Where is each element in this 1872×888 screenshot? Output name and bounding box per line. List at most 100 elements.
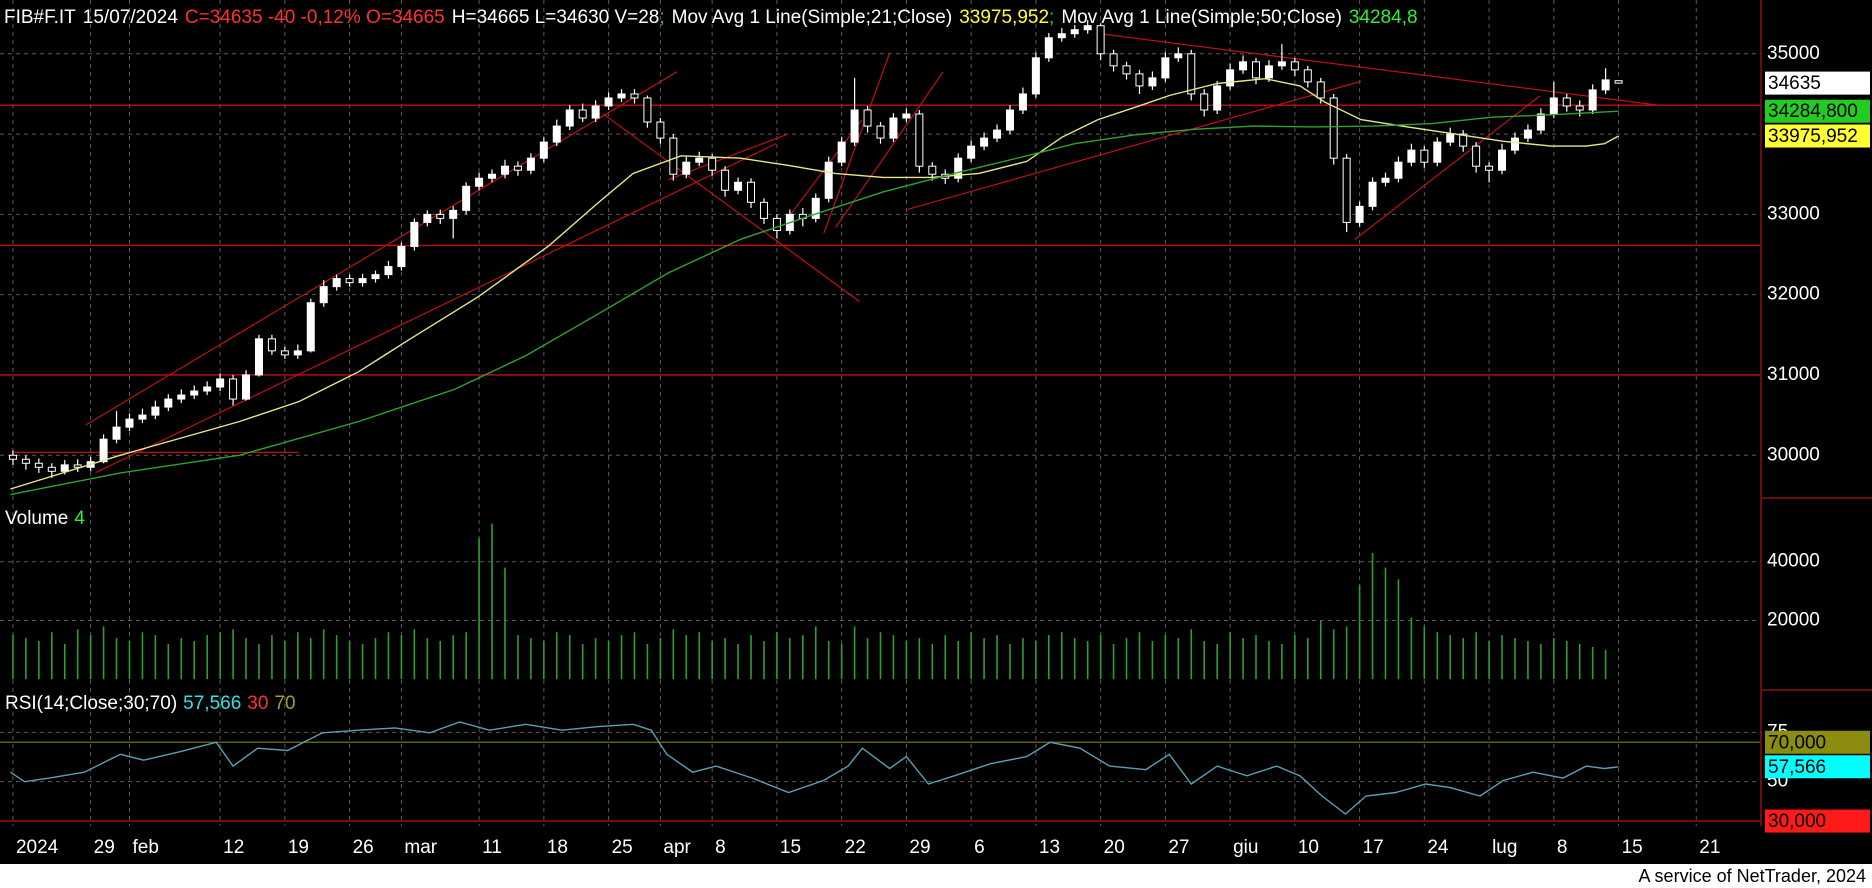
volume-bar bbox=[892, 635, 895, 680]
candle-body bbox=[721, 169, 730, 191]
candle-body bbox=[1005, 109, 1014, 131]
candle-body bbox=[423, 213, 432, 223]
candle-body bbox=[1355, 205, 1364, 223]
candle-body bbox=[1498, 149, 1507, 171]
volume-bar bbox=[1384, 567, 1387, 680]
candle-body bbox=[125, 418, 134, 428]
trend-line bbox=[602, 113, 860, 303]
footer-bar bbox=[0, 864, 1872, 888]
volume-bar bbox=[1527, 641, 1529, 680]
candle-body bbox=[1407, 149, 1416, 163]
date: 15/07/2024 bbox=[83, 7, 179, 28]
volume-bar bbox=[1060, 632, 1063, 680]
ma21-name: Mov Avg 1 Line(Simple;21;Close) bbox=[672, 7, 953, 28]
volume-bar bbox=[1294, 635, 1296, 680]
candle-body bbox=[915, 113, 924, 167]
x-tick-label: mar bbox=[404, 837, 437, 858]
range: H=34665 L=34630 V=28 bbox=[452, 7, 660, 28]
volume-bar bbox=[996, 635, 998, 680]
candle-body bbox=[112, 426, 121, 440]
candle-body bbox=[980, 137, 989, 147]
candle-body bbox=[21, 458, 30, 464]
candle-body bbox=[1472, 145, 1481, 167]
volume-bar bbox=[1553, 638, 1555, 680]
candle-body bbox=[449, 209, 458, 219]
candle-body bbox=[47, 466, 56, 472]
last-price-label: 34635 bbox=[1768, 73, 1821, 94]
volume-bar bbox=[633, 632, 636, 680]
volume-bar bbox=[38, 641, 40, 680]
candle-body bbox=[1083, 25, 1092, 31]
volume-bar bbox=[646, 643, 649, 680]
candle-body bbox=[526, 157, 535, 171]
candle-body bbox=[1588, 89, 1597, 111]
candle-body bbox=[1122, 65, 1131, 75]
candle-body bbox=[332, 278, 341, 288]
volume-bar bbox=[776, 632, 778, 680]
moving-average-box bbox=[1765, 99, 1870, 123]
candle-body bbox=[358, 278, 367, 284]
candle-body bbox=[345, 278, 354, 284]
volume-header: Volume 4 bbox=[5, 508, 85, 529]
volume-bar bbox=[258, 643, 260, 680]
candle-body bbox=[578, 109, 587, 119]
volume-bar bbox=[1501, 635, 1503, 680]
x-tick-label: 25 bbox=[612, 837, 633, 858]
volume-bar bbox=[1112, 643, 1115, 680]
volume-bar bbox=[659, 638, 662, 680]
volume-bar bbox=[1099, 635, 1102, 680]
candle-body bbox=[1200, 93, 1209, 111]
moving-average-label: 34284,800 bbox=[1768, 101, 1858, 122]
trend-line bbox=[95, 143, 777, 474]
x-tick-label: 13 bbox=[1039, 837, 1060, 858]
candle-body bbox=[319, 286, 328, 304]
x-tick-label: 8 bbox=[715, 837, 726, 858]
volume-bar bbox=[931, 643, 934, 680]
ma21-value: 33975,952 bbox=[959, 7, 1049, 28]
volume-last: 4 bbox=[74, 508, 85, 529]
volume-bar bbox=[827, 641, 830, 680]
x-tick-label: giu bbox=[1233, 837, 1258, 858]
x-tick-label: 21 bbox=[1699, 837, 1720, 858]
volume-bar bbox=[737, 643, 739, 680]
candle-body bbox=[656, 121, 665, 139]
volume-bar bbox=[1578, 643, 1581, 680]
x-tick-label: apr bbox=[663, 837, 691, 858]
candle-body bbox=[1018, 93, 1027, 111]
volume-bar bbox=[1268, 641, 1270, 680]
volume-bar bbox=[1565, 641, 1568, 680]
candle-body bbox=[695, 157, 704, 163]
candle-body bbox=[242, 374, 251, 400]
volume-bar bbox=[232, 629, 234, 680]
volume-bar bbox=[957, 641, 959, 680]
separator: ; bbox=[1049, 7, 1054, 28]
candle-body bbox=[1394, 161, 1403, 179]
candle-body bbox=[1303, 69, 1312, 83]
candle-body bbox=[876, 125, 885, 139]
volume-bar bbox=[1319, 620, 1322, 680]
volume-bar bbox=[1281, 643, 1283, 680]
volume-bar bbox=[25, 638, 27, 680]
header: FIB#F.IT 15/07/2024 C=34635 -40 -0,12% O=3… bbox=[4, 7, 1418, 28]
volume-bar bbox=[1358, 585, 1361, 680]
volume-bar bbox=[1177, 638, 1180, 680]
volume-bar bbox=[50, 632, 53, 680]
volume-bar bbox=[1436, 632, 1439, 680]
volume-bar bbox=[1307, 638, 1309, 680]
candle-body bbox=[1187, 53, 1196, 95]
candle-body bbox=[34, 462, 43, 468]
moving-average-label: 33975,952 bbox=[1768, 126, 1858, 147]
candle-body bbox=[1226, 69, 1235, 87]
candle-body bbox=[967, 145, 976, 159]
candle-body bbox=[1148, 77, 1157, 87]
volume-bar bbox=[672, 629, 675, 680]
candle-body bbox=[306, 302, 315, 352]
y-tick-label: 35000 bbox=[1767, 43, 1820, 64]
volume-bar bbox=[1371, 552, 1374, 680]
volume-bar bbox=[504, 567, 506, 680]
candle-body bbox=[1264, 65, 1273, 79]
candle-body bbox=[902, 113, 911, 119]
candle-body bbox=[1485, 165, 1494, 171]
x-tick-label: feb bbox=[132, 837, 158, 858]
